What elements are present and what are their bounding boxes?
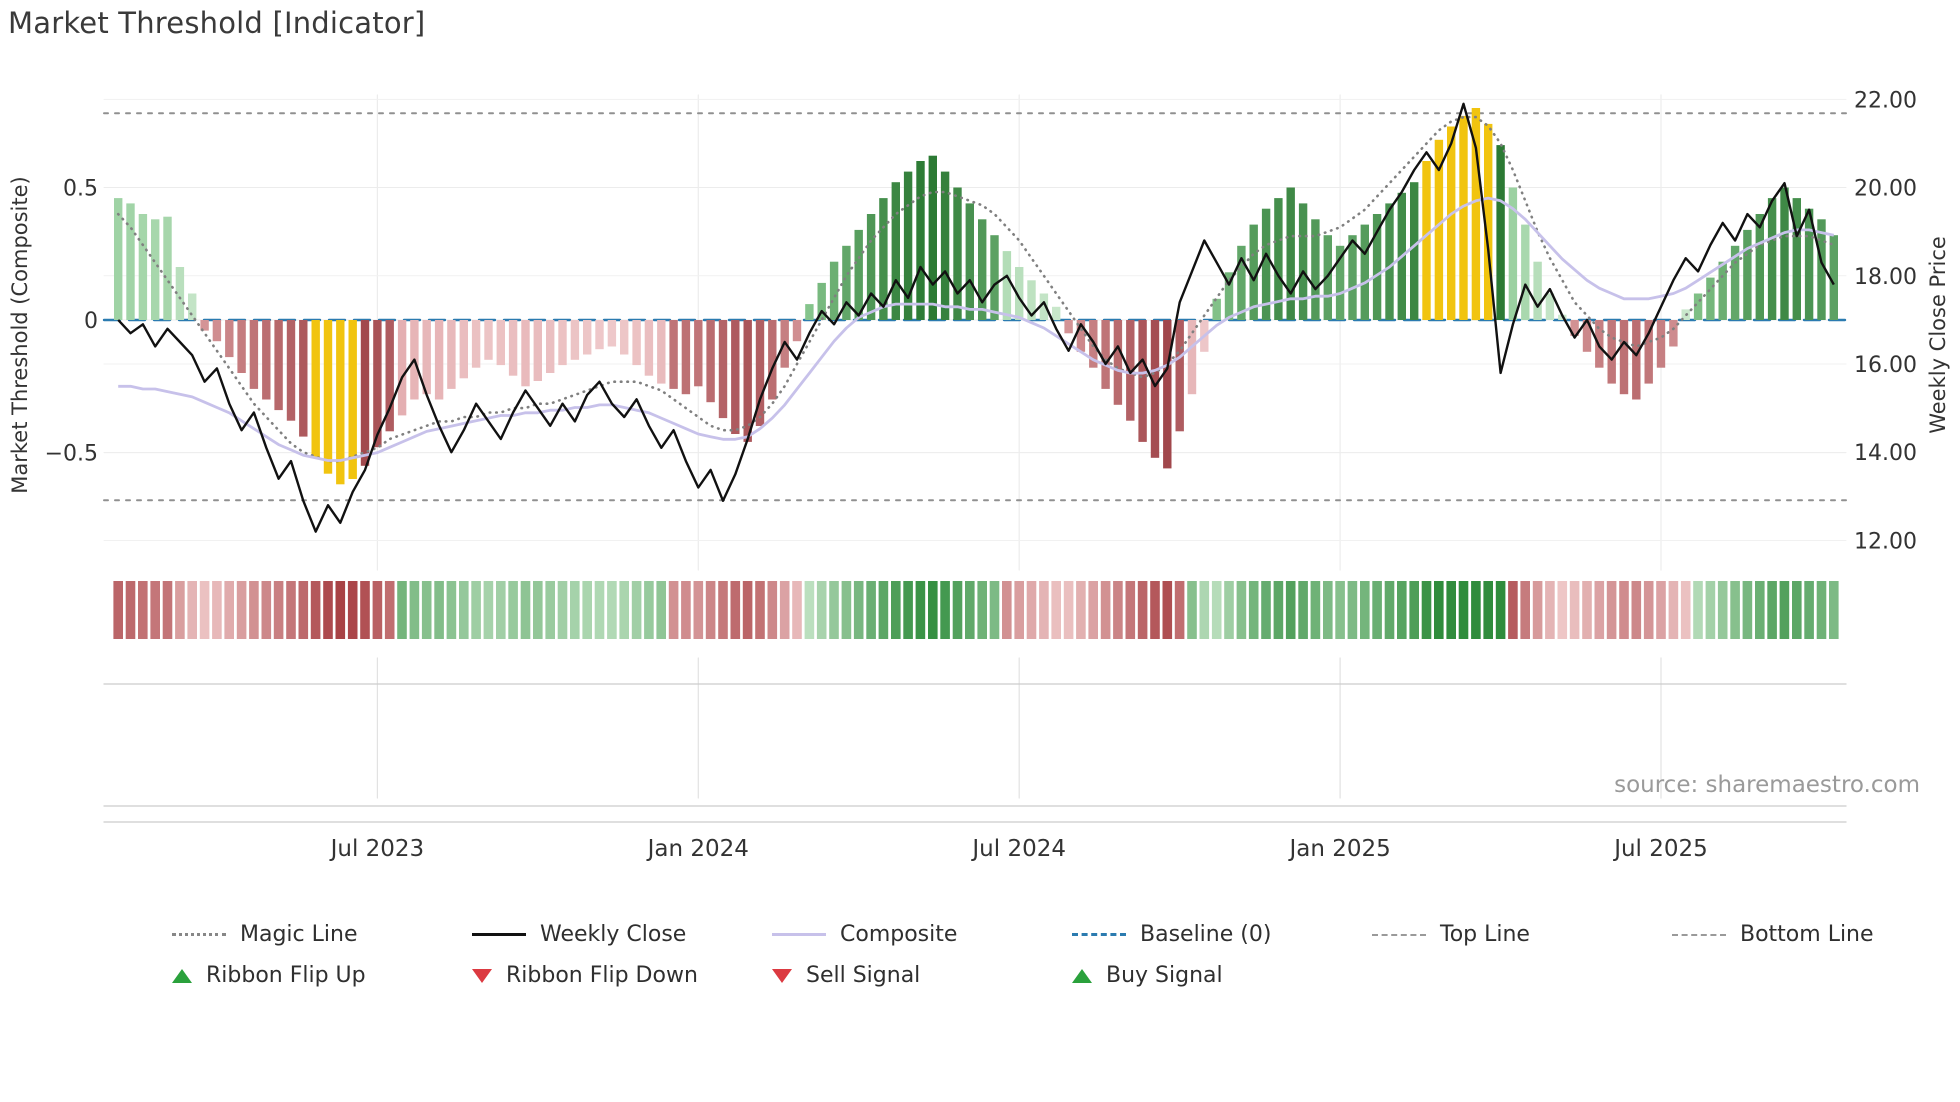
svg-text:12.00: 12.00 xyxy=(1854,530,1917,555)
svg-text:Jul 2025: Jul 2025 xyxy=(1612,836,1708,862)
baseline-swatch-icon xyxy=(1072,933,1126,936)
legend-item-weekly-close: Weekly Close xyxy=(472,922,772,947)
ribbon-flip-up-triangle-icon xyxy=(172,968,192,983)
legend-label-magic-line: Magic Line xyxy=(240,922,358,947)
svg-text:16.00: 16.00 xyxy=(1854,353,1917,378)
magic-line xyxy=(116,115,1836,463)
legend-item-top-line: Top Line xyxy=(1372,922,1672,947)
composite-swatch-icon xyxy=(772,933,826,936)
svg-text:14.00: 14.00 xyxy=(1854,441,1917,466)
bottom-line-swatch-icon xyxy=(1672,933,1726,936)
svg-text:Jan 2024: Jan 2024 xyxy=(646,836,749,862)
legend-label-composite: Composite xyxy=(840,922,958,947)
legend-item-magic-line: Magic Line xyxy=(172,922,472,947)
chart-canvas: Jul 2023 Jan 2024 Jul 2024 Jan 2025 Jul 2025… xyxy=(45,0,1917,862)
svg-text:20.00: 20.00 xyxy=(1854,177,1917,202)
svg-text:0.5: 0.5 xyxy=(63,177,98,202)
signal-panel xyxy=(103,0,1847,823)
weekly-close-swatch-icon xyxy=(472,933,526,936)
legend-item-baseline: Baseline (0) xyxy=(1072,922,1372,947)
svg-text:Jul 2024: Jul 2024 xyxy=(970,836,1066,862)
page-title: Market Threshold [Indicator] xyxy=(8,6,426,40)
legend-item-ribbon-flip-up: Ribbon Flip Up xyxy=(172,963,472,988)
gridlines xyxy=(103,94,1847,799)
guide-lines xyxy=(102,112,1848,502)
legend-item-bottom-line: Bottom Line xyxy=(1672,922,1960,947)
source-attribution: source: sharemaestro.com xyxy=(1614,772,1920,798)
svg-text:Jan 2025: Jan 2025 xyxy=(1287,836,1390,862)
top-line-swatch-icon xyxy=(1372,933,1426,936)
legend-label-weekly-close: Weekly Close xyxy=(540,922,687,947)
legend-label-ribbon-flip-up: Ribbon Flip Up xyxy=(206,963,366,988)
legend-label-buy-signal: Buy Signal xyxy=(1106,963,1223,988)
sell-signal-triangle-icon xyxy=(772,968,792,983)
legend-label-baseline: Baseline (0) xyxy=(1140,922,1272,947)
legend-item-buy-signal: Buy Signal xyxy=(1072,963,1372,988)
svg-text:18.00: 18.00 xyxy=(1854,265,1917,290)
composite-bars xyxy=(114,108,1838,485)
svg-text:−0.5: −0.5 xyxy=(45,442,98,467)
legend-item-sell-signal: Sell Signal xyxy=(772,963,1072,988)
legend-item-ribbon-flip-down: Ribbon Flip Down xyxy=(472,963,772,988)
svg-text:22.00: 22.00 xyxy=(1854,88,1917,113)
svg-text:Jul 2023: Jul 2023 xyxy=(329,836,425,862)
weekly-close-line xyxy=(117,102,1835,533)
legend-label-bottom-line: Bottom Line xyxy=(1740,922,1874,947)
legend-label-top-line: Top Line xyxy=(1440,922,1530,947)
axis-tick-labels: Jul 2023 Jan 2024 Jul 2024 Jan 2025 Jul 2025… xyxy=(45,88,1917,862)
legend-label-ribbon-flip-down: Ribbon Flip Down xyxy=(506,963,698,988)
ribbon-flip-down-triangle-icon xyxy=(472,968,492,983)
magic-line-swatch-icon xyxy=(172,933,226,936)
chart-svg: Jul 2023 Jan 2024 Jul 2024 Jan 2025 Jul 2025… xyxy=(45,0,1917,862)
composite-line xyxy=(118,196,1835,462)
legend: Magic Line Weekly Close Composite Baseli… xyxy=(172,922,1960,988)
buy-signal-triangle-icon xyxy=(1072,968,1092,983)
legend-item-composite: Composite xyxy=(772,922,1072,947)
svg-text:0: 0 xyxy=(84,309,98,334)
legend-label-sell-signal: Sell Signal xyxy=(806,963,921,988)
ribbon-strip xyxy=(113,581,1839,639)
